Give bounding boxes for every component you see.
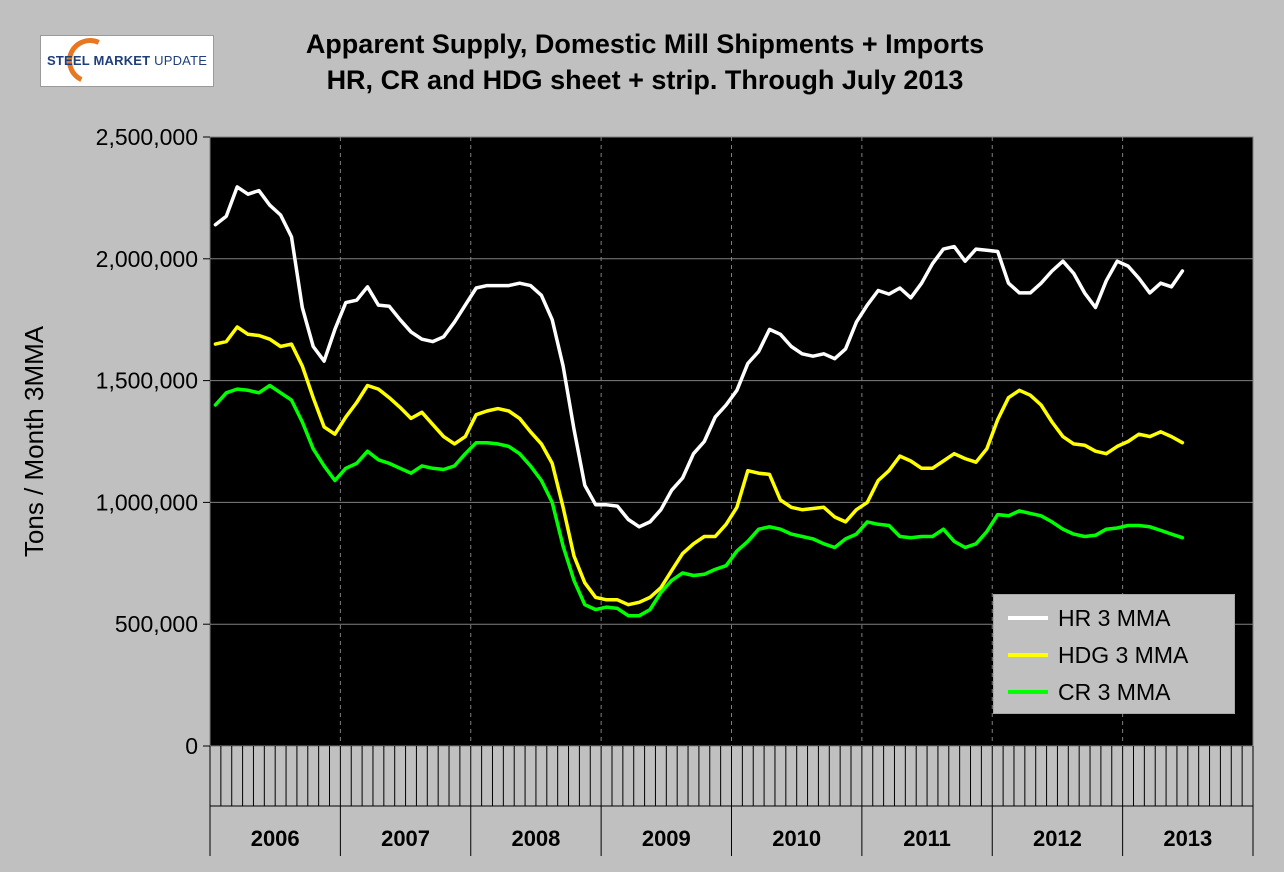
logo-text: STEEL MARKET UPDATE [47, 53, 207, 68]
legend-item-hdg: HDG 3 MMA [1008, 640, 1188, 670]
x-tick-label-year: 2011 [903, 826, 951, 851]
x-tick-label-year: 2013 [1163, 826, 1212, 851]
series-line-hr [213, 185, 1185, 529]
legend-label-cr: CR 3 MMA [1058, 678, 1171, 705]
legend-label-hr: HR 3 MMA [1058, 604, 1171, 631]
x-tick-label-year: 2007 [381, 826, 430, 851]
series-line-cr [213, 383, 1185, 618]
y-axis-title: Tons / Month 3MMA [19, 325, 49, 557]
x-tick-label-year: 2008 [511, 826, 560, 851]
x-tick-label-year: 2012 [1033, 826, 1082, 851]
y-tick-label: 2,500,000 [96, 124, 198, 150]
x-tick-label-year: 2006 [251, 826, 300, 851]
chart-title-line-1: Apparent Supply, Domestic Mill Shipments… [305, 29, 985, 59]
y-tick-label: 1,500,000 [96, 368, 198, 394]
y-tick-label: 500,000 [115, 611, 198, 637]
legend: HR 3 MMA HDG 3 MMA CR 3 MMA [993, 594, 1235, 714]
x-tick-label-year: 2010 [772, 826, 821, 851]
y-tick-label: 0 [185, 733, 198, 759]
legend-item-cr: CR 3 MMA [1008, 677, 1170, 707]
logo-rest: MARKET [93, 53, 151, 68]
series-line-hdg [213, 325, 1185, 607]
steel-market-update-logo: STEEL MARKET UPDATE [40, 31, 214, 91]
chart-title-line-2: HR, CR and HDG sheet + strip. Through Ju… [326, 65, 964, 95]
y-tick-label: 2,000,000 [96, 246, 198, 272]
legend-label-hdg: HDG 3 MMA [1058, 641, 1189, 668]
logo-brand: STEEL [47, 53, 90, 68]
legend-swatch-hdg [1008, 653, 1048, 657]
legend-item-hr: HR 3 MMA [1008, 603, 1170, 633]
legend-swatch-cr [1008, 690, 1048, 694]
x-tick-label-year: 2009 [642, 826, 691, 851]
y-tick-label: 1,000,000 [96, 489, 198, 515]
logo-light: UPDATE [154, 53, 208, 68]
legend-swatch-hr [1008, 616, 1048, 620]
